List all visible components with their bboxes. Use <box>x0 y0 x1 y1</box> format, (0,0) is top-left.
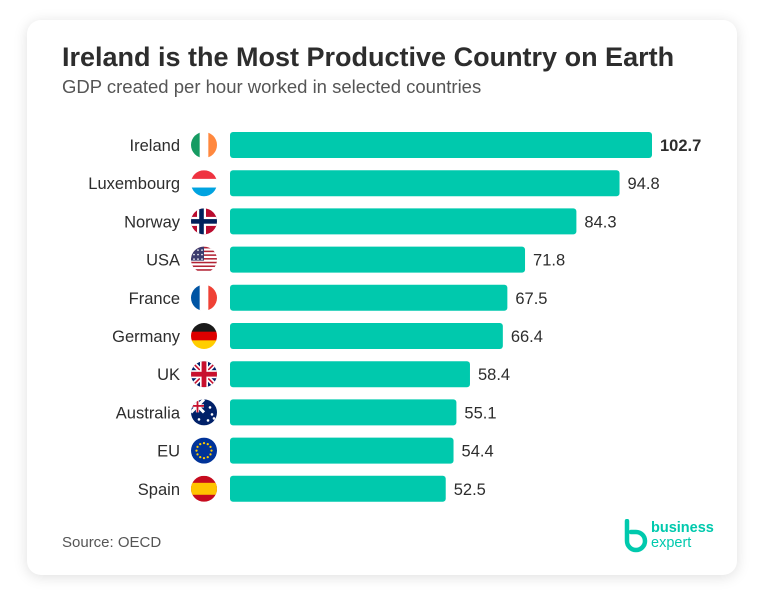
bar-row: Ireland 102.7 <box>130 132 701 158</box>
value-label: 84.3 <box>584 213 616 231</box>
value-label: 67.5 <box>515 290 547 308</box>
bar-row: Australia 55.1 <box>116 399 497 426</box>
bar <box>230 361 470 388</box>
category-label: Australia <box>116 404 181 422</box>
value-label: 58.4 <box>478 366 510 384</box>
business-expert-logo: business expert <box>621 519 721 553</box>
category-label: Germany <box>112 328 181 346</box>
luxembourg-flag-icon <box>191 170 217 197</box>
category-label: France <box>129 290 180 308</box>
bar <box>230 399 457 426</box>
bar-row: Spain 52.5 <box>138 475 486 502</box>
bar <box>230 170 620 197</box>
logo-mark-icon <box>624 519 648 553</box>
spain-flag-icon <box>191 475 217 502</box>
bar-row: Norway 84.3 <box>124 208 617 235</box>
bar-row: France 67.5 <box>129 284 547 311</box>
category-label: Spain <box>138 481 180 499</box>
value-label: 66.4 <box>511 328 543 346</box>
value-label: 102.7 <box>660 137 701 155</box>
bar-row: Germany 66.4 <box>112 323 543 349</box>
australia-flag-icon <box>191 399 217 426</box>
category-label: USA <box>146 252 180 270</box>
bar-row: Luxembourg 94.8 <box>88 170 660 197</box>
bar <box>230 132 652 158</box>
value-label: 71.8 <box>533 252 565 270</box>
logo-wordmark: business expert <box>651 521 714 551</box>
value-label: 94.8 <box>628 175 660 193</box>
bar <box>230 284 508 311</box>
logo-line-1: business <box>651 520 714 536</box>
france-flag-icon <box>191 284 217 311</box>
bar-row: USA 71.8 <box>146 246 565 273</box>
chart-subtitle: GDP created per hour worked in selected … <box>62 76 482 97</box>
norway-flag-icon <box>191 208 217 235</box>
source-note: Source: OECD <box>62 534 162 551</box>
bar-row: EU 54.4 <box>157 437 494 464</box>
category-label: Norway <box>124 213 181 231</box>
bar <box>230 246 526 273</box>
eu-flag-icon <box>191 437 217 464</box>
ireland-flag-icon <box>191 132 217 158</box>
value-label: 52.5 <box>454 481 486 499</box>
category-label: Ireland <box>130 137 180 155</box>
category-label: Luxembourg <box>88 175 180 193</box>
value-label: 54.4 <box>462 443 494 461</box>
uk-flag-icon <box>191 361 217 388</box>
logo-line-2: expert <box>651 535 692 551</box>
bar <box>230 437 454 464</box>
bar <box>230 475 446 502</box>
chart-title: Ireland is the Most Productive Country o… <box>62 42 675 72</box>
bar <box>230 323 503 349</box>
category-label: EU <box>157 443 180 461</box>
value-label: 55.1 <box>464 404 496 422</box>
bar-row: UK 58.4 <box>157 361 510 388</box>
germany-flag-icon <box>191 323 217 349</box>
usa-flag-icon <box>191 246 217 273</box>
category-label: UK <box>157 366 180 384</box>
bar <box>230 208 577 235</box>
